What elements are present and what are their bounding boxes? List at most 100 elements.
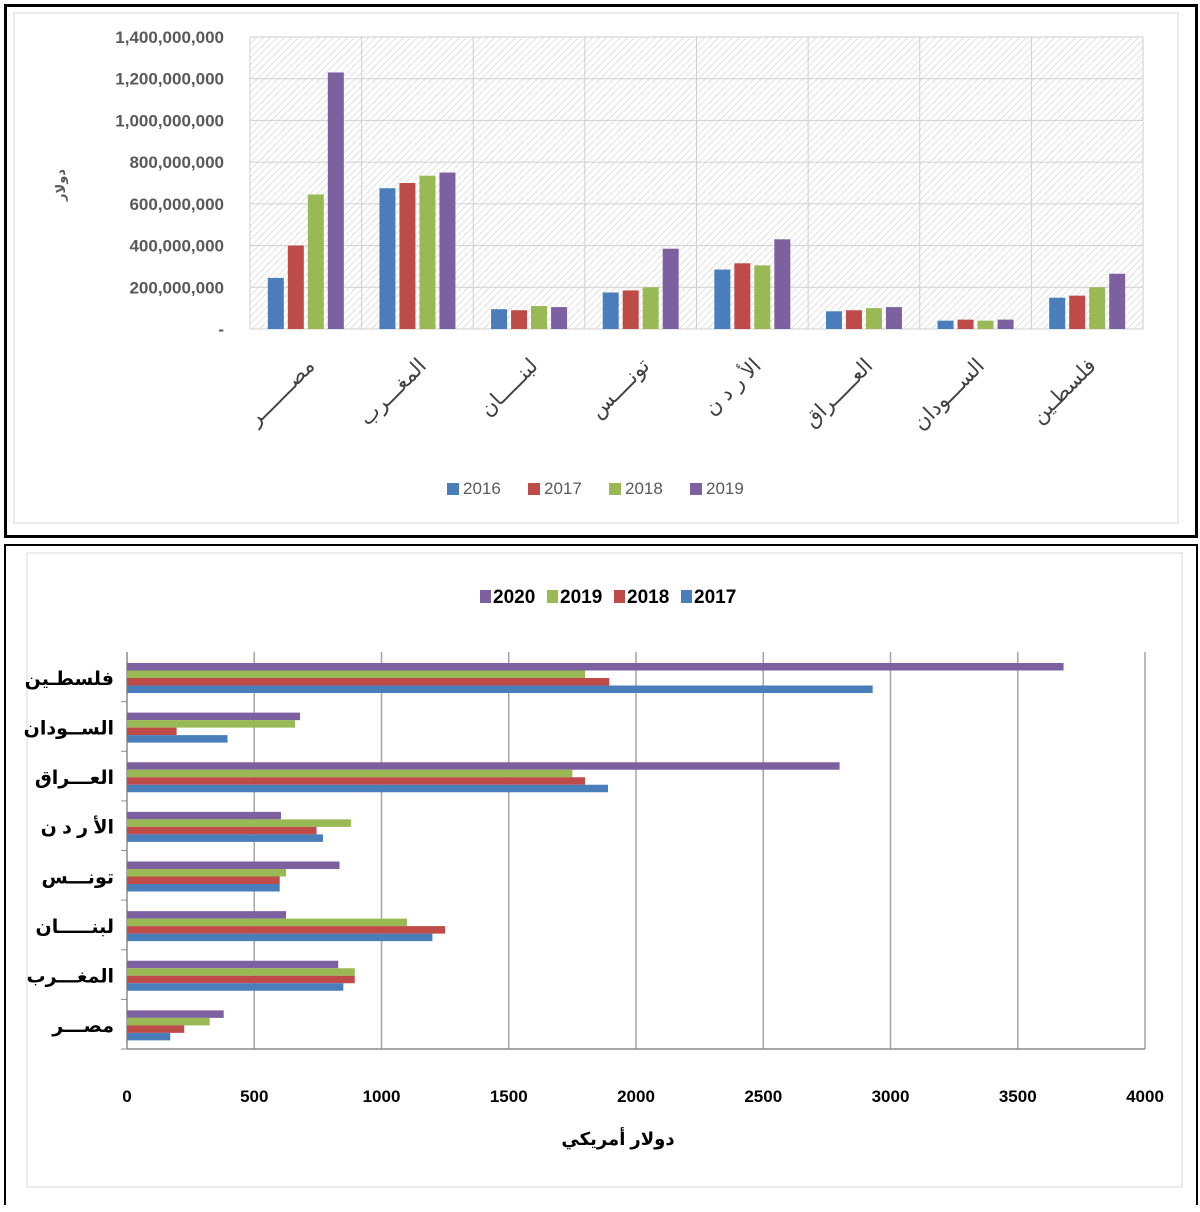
bar-2019-7 xyxy=(1109,273,1126,329)
bar-2017-4 xyxy=(734,263,751,329)
legend-swatch-2018 xyxy=(609,483,621,495)
x-category-label: لبنـــــان xyxy=(476,354,543,421)
bar-2019-1 xyxy=(439,172,456,329)
vertical-bar-chart-panel: - 200,000,000 400,000,000 600,000,000 800,00… xyxy=(4,4,1198,538)
x-category-label: الأ ر د ن xyxy=(699,353,766,420)
y-tick-label: - xyxy=(218,320,224,339)
bar-2020-7 xyxy=(127,663,1064,671)
bar-2016-5 xyxy=(825,311,842,329)
bar-2019-1 xyxy=(127,968,355,976)
bar-2016-6 xyxy=(937,320,954,329)
bar-2020-3 xyxy=(127,861,340,869)
x-tick-label: 0 xyxy=(122,1087,131,1106)
y-tick-label: 400,000,000 xyxy=(129,237,224,256)
legend-label: 2016 xyxy=(463,479,501,498)
x-tick-label: 500 xyxy=(240,1087,268,1106)
legend-swatch-2018 xyxy=(614,590,625,603)
legend-swatch-2019 xyxy=(547,590,558,603)
bar-2017-5 xyxy=(845,310,862,329)
legend-swatch-2016 xyxy=(447,483,459,495)
bar-2018-0 xyxy=(127,1025,185,1033)
y-category-label: الأ ر د ن xyxy=(41,816,114,839)
x-tick-label: 1500 xyxy=(490,1087,528,1106)
bar-2017-4 xyxy=(127,834,323,842)
x-tick-label: 2000 xyxy=(617,1087,655,1106)
bar-2020-4 xyxy=(127,811,281,820)
bar-2018-1 xyxy=(419,175,436,329)
horizontal-bar-chart: 0 500 1000 1500 2000 2500 3000 3500 4000 دولار أم… xyxy=(24,552,1183,1188)
legend-swatch-2019 xyxy=(690,483,702,495)
legend-label: 2019 xyxy=(706,479,744,498)
bar-2017-2 xyxy=(511,310,528,329)
x-category-label: الســـودان xyxy=(909,354,990,435)
y-category-label: الســودان xyxy=(24,718,114,739)
bar-2017-2 xyxy=(127,933,433,942)
x-category-label: تونــــس xyxy=(586,354,655,423)
y-axis-label: دولار xyxy=(53,169,68,202)
y-tick-label: 1,400,000,000 xyxy=(115,28,224,47)
bar-2019-4 xyxy=(127,819,351,827)
bar-2020-0 xyxy=(127,1010,224,1018)
bar-2018-0 xyxy=(307,194,324,329)
bar-2017-6 xyxy=(127,735,228,743)
bar-2017-0 xyxy=(127,1032,171,1041)
bar-2018-5 xyxy=(865,308,882,329)
x-category-label: العـــــراق xyxy=(800,354,878,432)
bar-2017-6 xyxy=(957,319,974,329)
bar-2019-3 xyxy=(127,869,287,877)
y-category-label: لبنـــــان xyxy=(36,917,114,938)
vertical-bar-chart: - 200,000,000 400,000,000 600,000,000 800,00… xyxy=(13,12,1179,524)
bar-2018-4 xyxy=(127,826,317,835)
bar-2018-7 xyxy=(127,678,610,686)
y-category-label: فلسطـين xyxy=(25,669,114,690)
x-category-label: فلسطـين xyxy=(1027,354,1101,428)
legend-label: 2018 xyxy=(625,479,663,498)
bar-2018-6 xyxy=(977,320,994,329)
y-tick-label: 1,200,000,000 xyxy=(115,70,224,89)
bar-2017-1 xyxy=(127,983,344,991)
bar-2017-7 xyxy=(127,685,873,693)
y-tick-label: 1,000,000,000 xyxy=(115,111,224,130)
y-category-label: المغـــرب xyxy=(26,967,114,988)
chart-frame xyxy=(13,12,1179,524)
legend-label: 2017 xyxy=(544,479,582,498)
y-category-label: تونـــس xyxy=(41,867,114,888)
x-category-label: مصـــــــر xyxy=(243,354,319,430)
bar-2019-0 xyxy=(327,72,344,329)
bar-2016-7 xyxy=(1049,297,1066,329)
bar-2020-5 xyxy=(127,762,840,770)
bar-2018-3 xyxy=(127,876,280,884)
bar-2019-7 xyxy=(127,670,586,678)
bar-2017-7 xyxy=(1069,295,1086,329)
x-tick-label: 2500 xyxy=(744,1087,782,1106)
bar-2017-0 xyxy=(287,245,304,329)
bar-2019-6 xyxy=(997,319,1014,329)
bar-2019-5 xyxy=(885,307,902,329)
y-category-label: العـــراق xyxy=(35,768,114,789)
y-tick-label: 600,000,000 xyxy=(129,195,224,214)
x-tick-label: 3500 xyxy=(999,1087,1037,1106)
bar-2019-2 xyxy=(127,918,407,927)
horizontal-bar-chart-panel: 0 500 1000 1500 2000 2500 3000 3500 4000 دولار أم… xyxy=(4,544,1198,1205)
legend-label: 2017 xyxy=(694,587,736,608)
chart-frame xyxy=(26,552,1183,1188)
bar-2016-3 xyxy=(602,292,619,329)
bar-2018-5 xyxy=(127,777,586,785)
bar-2016-2 xyxy=(491,309,508,329)
bar-2019-3 xyxy=(662,248,679,329)
y-tick-label: 200,000,000 xyxy=(129,278,224,297)
bar-2019-4 xyxy=(774,239,791,329)
bar-2017-5 xyxy=(127,784,609,793)
bar-2019-6 xyxy=(127,720,295,728)
legend-label: 2018 xyxy=(627,587,669,608)
bar-2016-4 xyxy=(714,269,731,329)
bar-2018-3 xyxy=(642,287,659,329)
bar-2018-6 xyxy=(127,727,177,736)
y-category-label: مصـــر xyxy=(51,1016,114,1037)
bar-2016-1 xyxy=(379,188,396,329)
bar-2019-0 xyxy=(127,1017,210,1026)
bar-2020-6 xyxy=(127,712,301,721)
legend-swatch-2020 xyxy=(480,590,491,603)
bar-2020-2 xyxy=(127,911,287,919)
bar-2018-7 xyxy=(1089,287,1106,329)
